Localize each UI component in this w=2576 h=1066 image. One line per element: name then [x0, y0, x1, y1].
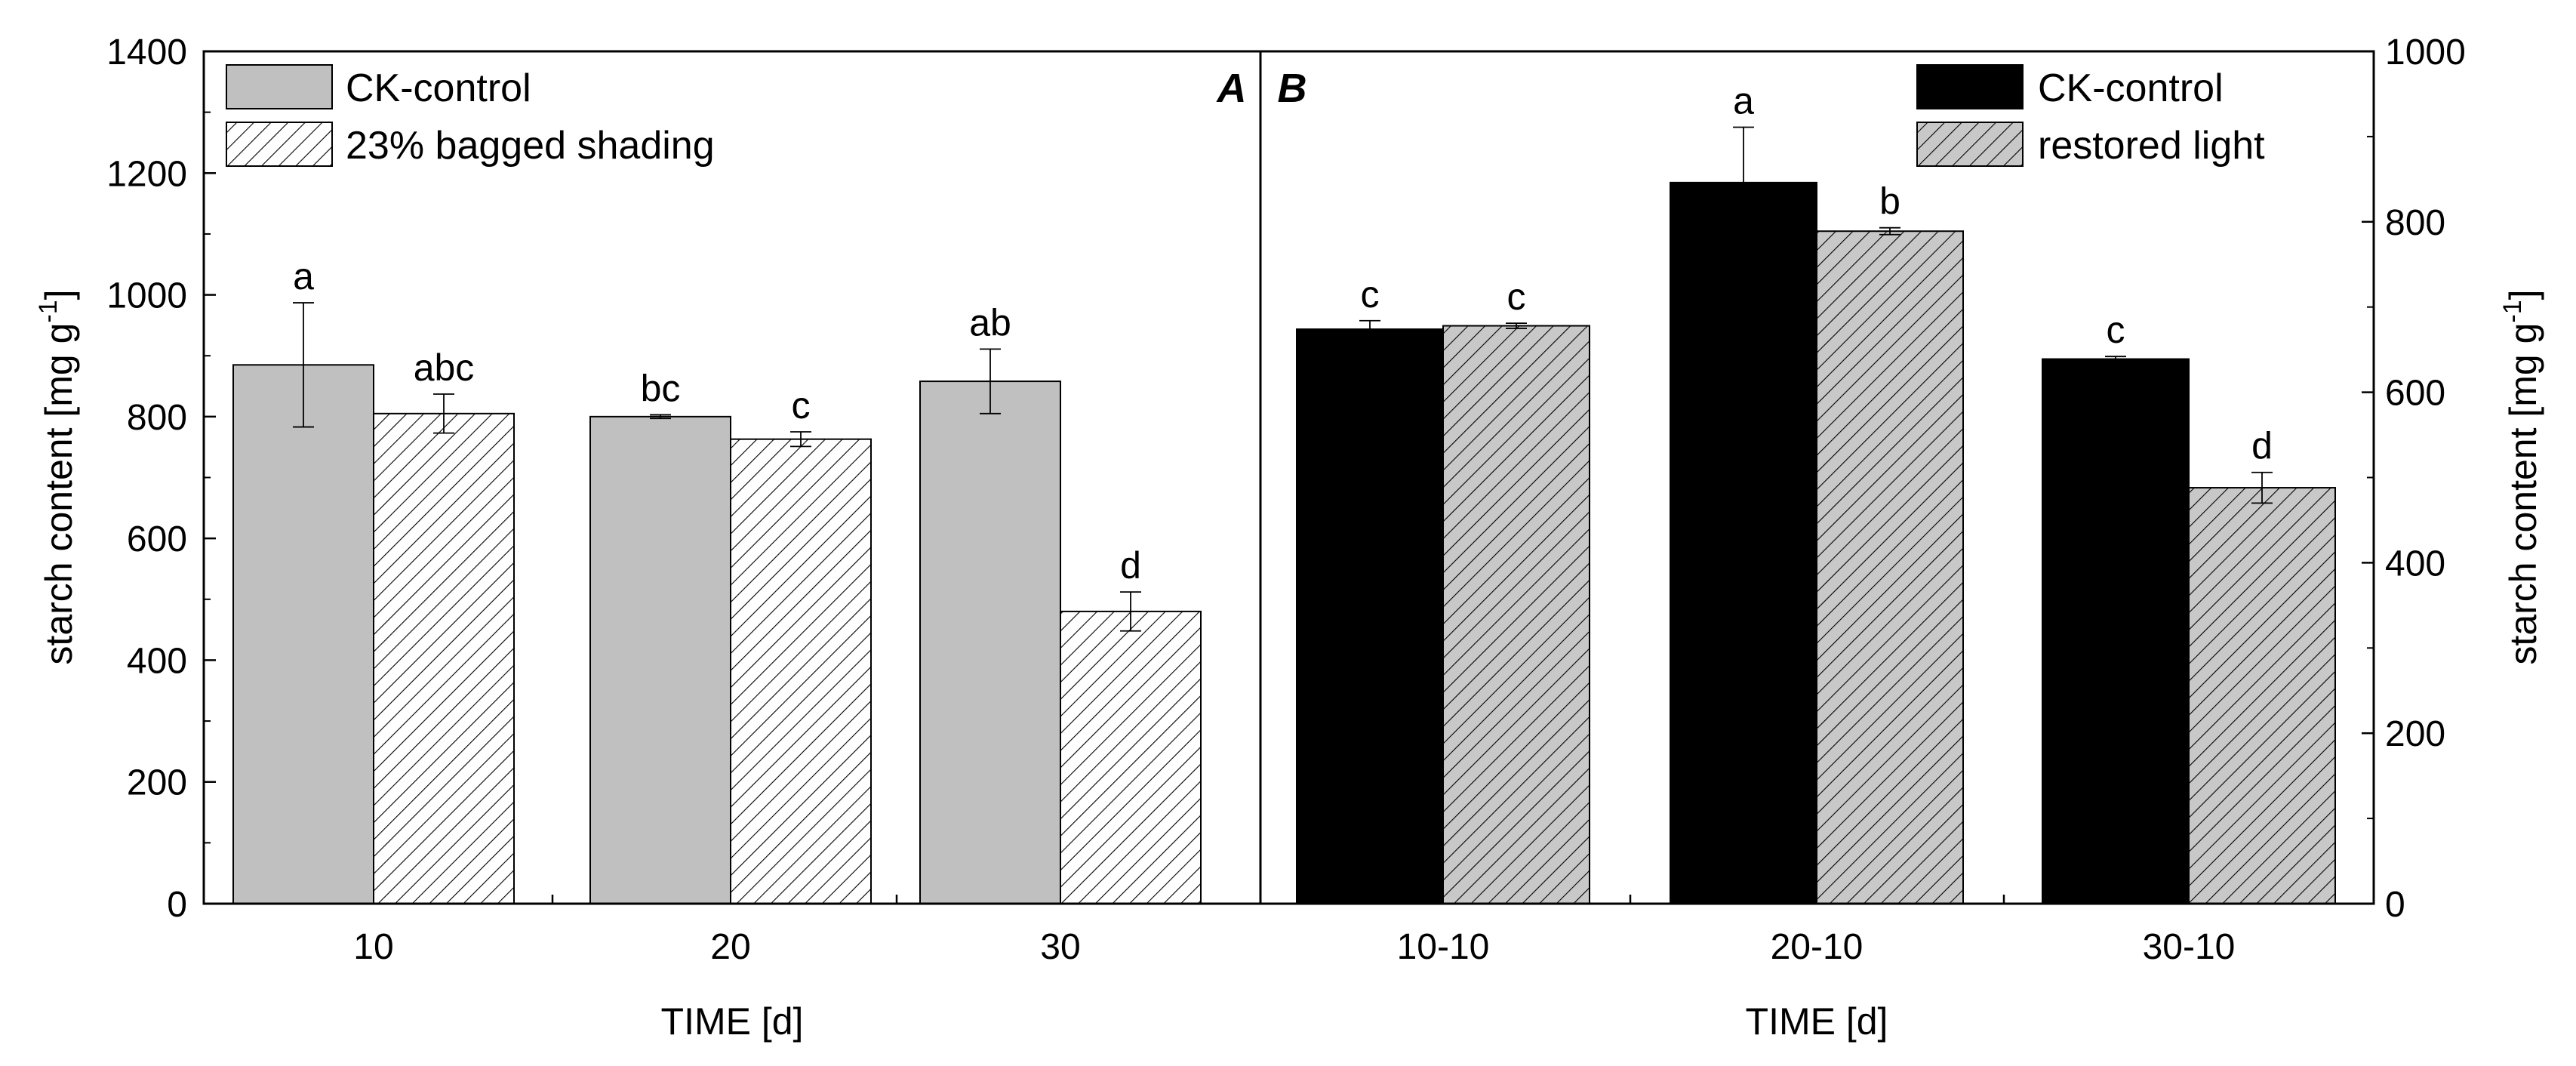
panel-b-xtick-label: 20-10 — [1771, 927, 1864, 967]
panel-b-error-bar — [2105, 356, 2126, 362]
legend-a-label-control: CK-control — [346, 66, 531, 110]
panel-a-bar-treatment — [1060, 610, 1202, 905]
panel-a-xtick-label: 10 — [353, 927, 393, 967]
panel-b-bar-treatment — [1816, 230, 1964, 904]
panel-a-label: A — [1216, 66, 1247, 111]
panel-b-bar-treatment — [1442, 325, 1590, 904]
panel-b-error-bar — [1733, 126, 1754, 239]
panel-a-error-bar — [293, 302, 314, 428]
panel-b-ytick-label: 400 — [2385, 544, 2445, 584]
panel-b-sig-letter: b — [1879, 180, 1900, 223]
panel-a-error-bar — [650, 414, 671, 420]
legend-a-label-shading: 23% bagged shading — [346, 124, 715, 168]
panel-b-ytick-label: 0 — [2385, 885, 2405, 925]
panel-a-bar-control — [919, 380, 1061, 904]
legend-a-swatch-control — [226, 64, 333, 109]
panel-b-frame — [1259, 50, 2375, 905]
panel-b-bar-control — [2042, 358, 2190, 905]
panel-b-error-bar — [1359, 319, 1380, 339]
panel-a-error-bar — [433, 393, 454, 434]
panel-a-sig-letter: ab — [969, 301, 1011, 344]
panel-a-ytick-label: 1400 — [106, 32, 187, 72]
panel-b-error-bar — [1506, 322, 1527, 329]
panel-b-ytick-label: 1000 — [2385, 32, 2466, 72]
panel-a-error-bar — [980, 348, 1001, 414]
panel-b-sig-letter: d — [2251, 425, 2273, 467]
panel-a-error-bar — [1120, 591, 1141, 632]
panel-a-ytick-label: 200 — [127, 763, 187, 803]
panel-a-ytick-label: 800 — [127, 398, 187, 438]
panel-a-sig-letter: bc — [641, 367, 681, 409]
panel-a-bar-control — [589, 415, 731, 904]
panel-b-bar-control — [1296, 328, 1444, 904]
panel-a-ytick-label: 0 — [167, 885, 187, 925]
panel-a-ytick-label: 400 — [127, 641, 187, 681]
panel-b-bar-control — [1670, 181, 1817, 904]
panel-a-ytick-label: 1200 — [106, 154, 187, 194]
panel-b-ytick-label: 200 — [2385, 714, 2445, 754]
panel-a-xtick-label: 30 — [1040, 927, 1080, 967]
panel-a-xtick-label: 20 — [710, 927, 750, 967]
panel-b-xtick-label: 30-10 — [2143, 927, 2236, 967]
panel-b-ytick-label: 600 — [2385, 374, 2445, 414]
panel-a-ylabel: starch content [mg g-1] — [34, 289, 80, 664]
panel-a-bar-treatment — [373, 412, 515, 904]
legend-b: CK-control restored light — [1916, 64, 2265, 168]
panel-a-bar-control — [232, 364, 374, 904]
panel-a-sig-letter: c — [792, 384, 811, 427]
panel-b-sig-letter: c — [1361, 273, 1380, 316]
panel-b-sig-letter: a — [1733, 79, 1754, 122]
panel-a: 0 200 400 600 800 1000 1200 1400 a abc 10 bc c 20 ab d 3… — [34, 32, 1262, 1043]
panel-b-xtick-label: 10-10 — [1397, 927, 1490, 967]
legend-a-swatch-shading — [226, 122, 333, 167]
panel-b-ytick-label: 800 — [2385, 203, 2445, 243]
panel-b-ylabel: starch content [mg g-1] — [2498, 289, 2544, 664]
panel-a-sig-letter: abc — [414, 347, 475, 389]
panel-a-ytick-label: 1000 — [106, 276, 187, 316]
panel-b-xlabel: TIME [d] — [1746, 1000, 1888, 1043]
legend-b-label-restored: restored light — [2038, 124, 2265, 168]
legend-b-label-control: CK-control — [2038, 66, 2224, 110]
panel-a-bar-treatment — [730, 438, 872, 904]
panel-a-ytick-label: 600 — [127, 519, 187, 559]
panel-a-error-bar — [790, 431, 811, 448]
panel-b-label: B — [1278, 66, 1307, 111]
panel-b-sig-letter: c — [2107, 309, 2125, 351]
panel-b-sig-letter: c — [1507, 276, 1526, 318]
panel-b-bar-treatment — [2188, 487, 2336, 904]
panel-a-xlabel: TIME [d] — [661, 1000, 804, 1043]
panel-b-error-bar — [2251, 471, 2273, 504]
panel-b: 0 200 400 600 800 1000 c c 10-10 a b 20-10 c d 30-10 B… — [1259, 32, 2544, 1043]
legend-b-swatch-control — [1916, 64, 2024, 109]
panel-a-sig-letter: a — [293, 255, 314, 297]
panel-a-sig-letter: d — [1120, 544, 1141, 587]
legend-b-swatch-restored — [1916, 122, 2024, 167]
panel-b-error-bar — [1879, 226, 1900, 236]
legend-a: CK-control 23% bagged shading — [226, 64, 715, 168]
